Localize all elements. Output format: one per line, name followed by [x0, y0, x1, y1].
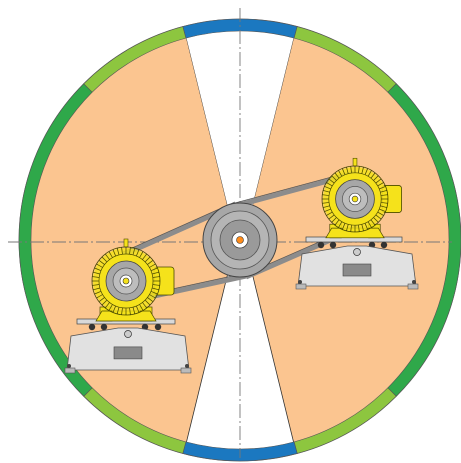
- base-label-plate: [342, 263, 372, 277]
- top-clear-zone: [184, 28, 296, 240]
- base-bolt: [412, 280, 416, 284]
- lifting-eye: [352, 157, 358, 167]
- tension-screw: [353, 248, 361, 256]
- pulley-center: [236, 236, 244, 244]
- base-bolt: [185, 364, 189, 368]
- motor-shaft: [122, 277, 130, 285]
- pulley-icon: [202, 202, 278, 278]
- base-foot-right: [407, 283, 419, 290]
- base-foot-left: [64, 367, 76, 374]
- base-foot-right: [180, 367, 192, 374]
- motor-mount: [95, 310, 157, 322]
- base-foot-left: [295, 283, 307, 290]
- base-label-plate: [113, 346, 143, 360]
- motor-mount: [325, 227, 385, 239]
- bolt: [88, 323, 96, 331]
- left-motor-assembly: [64, 238, 192, 374]
- bolt: [154, 323, 162, 331]
- bolt: [100, 323, 108, 331]
- ring-segments: [18, 18, 461, 462]
- right-motor-assembly: [295, 157, 419, 290]
- tension-screw: [124, 330, 132, 338]
- bolt: [329, 241, 337, 249]
- base-bolt: [298, 280, 302, 284]
- bolt: [380, 241, 388, 249]
- motor-shaft: [351, 195, 359, 203]
- bolt: [317, 241, 325, 249]
- ring-segment-top-left: [83, 26, 187, 93]
- lifting-eye: [123, 238, 129, 248]
- base-bolt: [67, 364, 71, 368]
